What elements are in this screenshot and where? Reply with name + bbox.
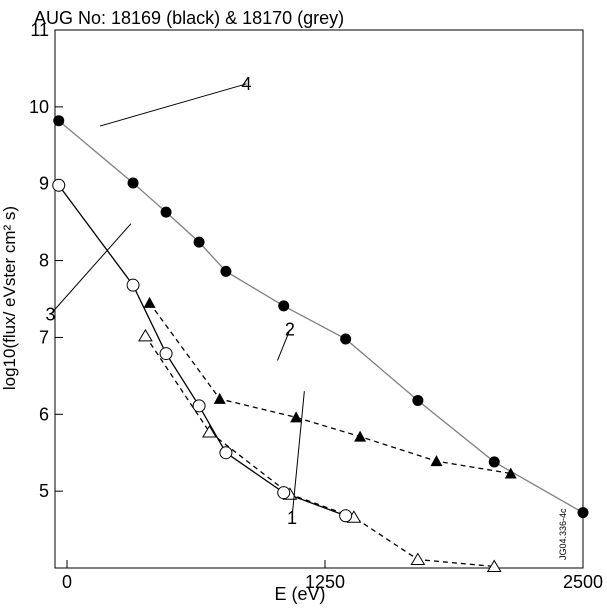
data-point-series-3 <box>126 278 140 292</box>
data-point-series-4 <box>340 333 352 345</box>
data-point-series-4 <box>127 177 139 189</box>
chart-title: AUG No: 18169 (black) & 18170 (grey) <box>34 8 345 28</box>
plot-frame <box>54 29 584 569</box>
data-point-series-2 <box>143 296 156 308</box>
annotation-leader-2 <box>277 329 291 361</box>
y-tick-label: 6 <box>39 404 49 424</box>
data-point-series-3 <box>52 178 66 192</box>
data-point-series-4 <box>160 206 172 218</box>
data-point-series-4 <box>412 394 424 406</box>
y-tick-label: 5 <box>39 481 49 501</box>
y-tick-label: 9 <box>39 174 49 194</box>
data-point-series-2 <box>504 467 517 479</box>
x-tick-label: 1250 <box>305 572 345 592</box>
data-point-series-1 <box>486 559 502 572</box>
data-point-series-2 <box>290 411 303 423</box>
data-point-series-4 <box>220 265 232 277</box>
data-point-series-4 <box>577 507 589 519</box>
data-point-series-3 <box>339 509 353 523</box>
data-point-series-1 <box>202 424 217 438</box>
x-axis-label: E (eV) <box>274 584 326 604</box>
x-tick-label: 0 <box>62 572 72 592</box>
x-tick-label: 2500 <box>563 572 603 592</box>
data-point-series-3 <box>277 486 291 500</box>
series-line-4 <box>58 120 584 514</box>
y-tick-label: 11 <box>30 20 49 40</box>
data-point-series-2 <box>354 430 367 442</box>
y-tick-label: 10 <box>29 97 49 117</box>
data-point-series-1 <box>138 328 153 342</box>
data-point-series-3 <box>192 399 206 413</box>
data-point-series-3 <box>159 347 173 361</box>
annotation-leader-1 <box>291 391 305 519</box>
y-tick-label: 7 <box>39 327 49 347</box>
data-point-series-4 <box>53 115 65 127</box>
annotation-label-4: 4 <box>242 74 252 94</box>
data-point-series-3 <box>219 446 233 460</box>
series-line-2 <box>149 302 511 475</box>
y-tick-label: 8 <box>39 251 49 271</box>
annotation-label-3: 3 <box>45 304 55 324</box>
series-line-3 <box>58 184 346 517</box>
annotation-leader-4 <box>99 83 247 127</box>
annotation-leader-3 <box>50 223 132 315</box>
annotation-label-1: 1 <box>287 508 297 528</box>
series-line-1 <box>144 335 495 568</box>
data-point-series-4 <box>488 456 500 468</box>
data-point-series-2 <box>430 455 443 467</box>
data-point-series-1 <box>410 552 426 566</box>
data-point-series-4 <box>278 300 290 312</box>
data-point-series-4 <box>193 236 205 248</box>
annotation-label-2: 2 <box>285 320 295 340</box>
data-point-series-2 <box>213 392 226 404</box>
